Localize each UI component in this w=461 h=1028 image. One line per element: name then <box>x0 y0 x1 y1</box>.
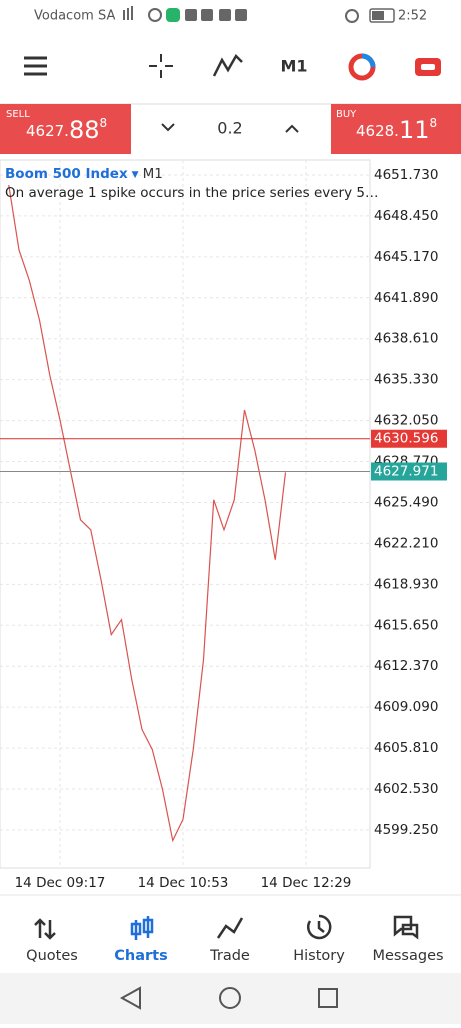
x-tick-label: 14 Dec 09:17 <box>15 875 106 891</box>
buy-label: BUY <box>336 109 357 120</box>
timeframe-button[interactable]: M1 <box>280 57 307 76</box>
y-tick-label: 4602.530 <box>374 781 438 797</box>
nav-icon <box>393 915 419 940</box>
nav-label[interactable]: Trade <box>209 948 250 964</box>
buy-price: 4628.118 <box>356 116 437 145</box>
indicators-button[interactable] <box>212 53 243 77</box>
chart: 4651.730 4648.450 4645.170 4641.890 4638.610… <box>0 160 447 891</box>
crosshair-button[interactable] <box>149 54 173 78</box>
y-tick-label: 4651.730 <box>374 167 438 183</box>
symbol[interactable]: Boom 500 Index <box>5 166 128 182</box>
trade-icon[interactable] <box>348 53 376 81</box>
y-tick-label: 4635.330 <box>374 372 438 388</box>
x-tick-label: 14 Dec 10:53 <box>138 875 229 891</box>
buy-price-main: 4628. <box>356 122 399 140</box>
sell-button[interactable] <box>0 104 131 154</box>
buy-button[interactable] <box>331 104 461 154</box>
nav-icon <box>216 917 244 939</box>
nav-label[interactable]: Messages <box>372 948 443 964</box>
carrier: Vodacom SA <box>34 9 115 24</box>
sell-price-main: 4627. <box>26 122 69 140</box>
system-nav <box>0 973 461 1024</box>
price-level-label: 4630.596 <box>374 431 438 447</box>
y-tick-label: 4609.090 <box>374 699 438 715</box>
y-tick-label: 4641.890 <box>374 290 438 306</box>
y-tick-label: 4632.050 <box>374 413 438 429</box>
y-tick-label: 4618.930 <box>374 576 438 592</box>
recents-button[interactable] <box>318 988 338 1008</box>
volume-up[interactable] <box>285 124 299 133</box>
y-tick-label: 4645.170 <box>374 249 438 265</box>
bottom-nav: Quotes Charts Trade History Messages <box>26 914 444 964</box>
y-tick-label: 4625.490 <box>374 494 438 510</box>
nav-label[interactable]: Charts <box>114 948 167 964</box>
chart-timeframe: M1 <box>143 166 163 182</box>
nav-icon <box>130 916 154 940</box>
sell-price-big: 88 <box>69 116 100 144</box>
description: On average 1 spike occurs in the price s… <box>5 185 378 201</box>
nav-icon <box>34 918 56 940</box>
volume-down[interactable] <box>161 123 175 132</box>
nav-label[interactable]: History <box>293 948 345 964</box>
price-level-label: 4627.971 <box>374 463 438 479</box>
chart-header: Boom 500 Index ▼ M1 <box>5 166 163 182</box>
volume[interactable]: 0.2 <box>217 119 242 138</box>
status-icons <box>123 6 395 23</box>
nav-label[interactable]: Quotes <box>26 948 78 964</box>
one-click-icon[interactable] <box>415 58 441 76</box>
y-tick-label: 4612.370 <box>374 658 438 674</box>
sell-price: 4627.888 <box>26 116 107 145</box>
nav-icon <box>307 914 332 940</box>
y-tick-label: 4648.450 <box>374 208 438 224</box>
menu-button[interactable] <box>24 56 47 76</box>
home-button[interactable] <box>219 987 241 1009</box>
x-tick-label: 14 Dec 12:29 <box>261 875 352 891</box>
y-tick-label: 4638.610 <box>374 331 438 347</box>
y-tick-label: 4605.810 <box>374 740 438 756</box>
y-tick-label: 4622.210 <box>374 535 438 551</box>
buy-price-big: 11 <box>399 116 430 144</box>
y-tick-label: 4599.250 <box>374 822 438 838</box>
price-line <box>8 184 287 843</box>
sell-price-sup: 8 <box>100 116 108 130</box>
sell-label: SELL <box>6 109 30 120</box>
back-button[interactable] <box>119 986 141 1010</box>
chart-frame <box>0 159 371 869</box>
buy-price-sup: 8 <box>430 116 438 130</box>
clock: 2:52 <box>398 9 427 24</box>
y-tick-label: 4615.650 <box>374 617 438 633</box>
price-level-box <box>371 462 447 481</box>
price-level-box <box>371 429 447 448</box>
